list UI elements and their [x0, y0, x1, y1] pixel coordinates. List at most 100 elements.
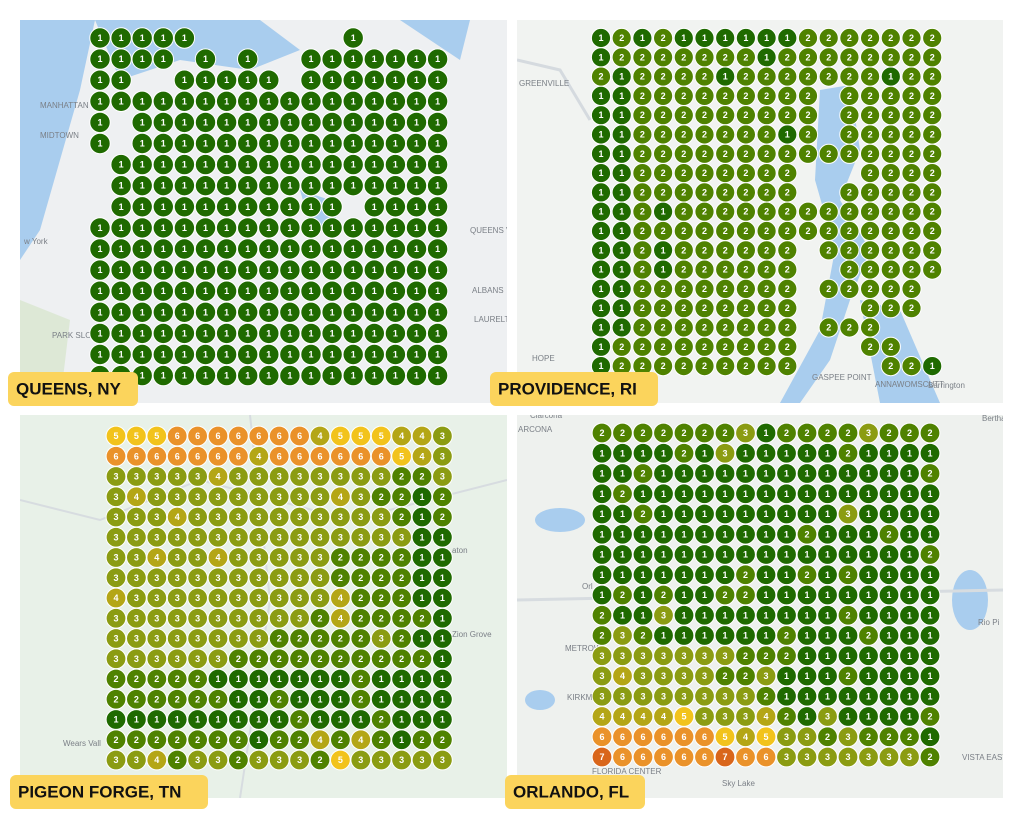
rank-number: 2 — [907, 428, 912, 438]
rank-dot — [363, 217, 385, 239]
rank-number: 1 — [419, 492, 424, 502]
rank-number: 2 — [909, 187, 914, 197]
map-label: Bertha — [982, 414, 1006, 423]
rank-number: 1 — [97, 286, 102, 296]
rank-number: 2 — [804, 428, 809, 438]
rank-number: 1 — [351, 33, 356, 43]
rank-number: 1 — [598, 110, 603, 120]
rank-dot — [405, 343, 428, 366]
rank-number: 1 — [161, 223, 166, 233]
rank-number: 1 — [435, 117, 440, 127]
rank-number: 1 — [598, 361, 603, 371]
rank-number: 1 — [804, 509, 809, 519]
rank-number: 1 — [287, 117, 292, 127]
rank-dot — [89, 69, 111, 91]
rank-dot — [405, 111, 428, 134]
rank-number: 1 — [161, 265, 166, 275]
rank-number: 3 — [175, 532, 180, 542]
rank-number: 2 — [930, 265, 935, 275]
rank-number: 2 — [764, 130, 769, 140]
rank-dot — [173, 153, 196, 176]
rank-number: 2 — [868, 245, 873, 255]
rank-number: 1 — [119, 265, 124, 275]
rank-number: 1 — [224, 139, 229, 149]
rank-dot — [300, 322, 322, 345]
rank-dot — [173, 217, 196, 239]
rank-number: 1 — [140, 202, 145, 212]
rank-number: 1 — [393, 265, 398, 275]
rank-number: 3 — [297, 613, 302, 623]
rank-number: 2 — [681, 168, 686, 178]
rank-number: 6 — [743, 752, 748, 762]
rank-number: 2 — [419, 735, 424, 745]
rank-dot — [426, 238, 449, 260]
rank-dot — [131, 280, 153, 302]
rank-number: 1 — [287, 96, 292, 106]
location-label: PROVIDENCE, RI — [498, 380, 637, 399]
rank-number: 3 — [722, 712, 727, 722]
rank-number: 2 — [826, 284, 831, 294]
rank-number: 1 — [338, 694, 343, 704]
rank-number: 1 — [351, 350, 356, 360]
rank-dot — [215, 343, 238, 366]
rank-dot — [166, 749, 188, 771]
rank-number: 4 — [215, 472, 220, 482]
rank-number: 1 — [351, 75, 356, 85]
rank-dot — [152, 48, 175, 70]
rank-number: 1 — [598, 342, 603, 352]
rank-number: 2 — [297, 654, 302, 664]
rank-number: 2 — [358, 613, 363, 623]
rank-number: 1 — [845, 691, 850, 701]
rank-number: 1 — [414, 371, 419, 381]
rank-number: 1 — [435, 265, 440, 275]
map-label: GREENVILLE — [519, 79, 569, 88]
rank-number: 3 — [722, 448, 727, 458]
rank-number: 1 — [681, 550, 686, 560]
rank-number: 1 — [393, 139, 398, 149]
rank-number: 2 — [640, 428, 645, 438]
rank-number: 1 — [203, 244, 208, 254]
rank-number: 1 — [351, 265, 356, 275]
rank-dot — [612, 746, 633, 768]
rank-dot — [321, 48, 343, 70]
rank-number: 2 — [399, 472, 404, 482]
rank-number: 3 — [338, 512, 343, 522]
rank-number: 2 — [702, 207, 707, 217]
rank-number: 1 — [161, 350, 166, 360]
rank-number: 2 — [338, 553, 343, 563]
rank-number: 2 — [743, 207, 748, 217]
rank-dot — [342, 132, 364, 155]
rank-number: 1 — [224, 286, 229, 296]
rank-number: 1 — [203, 328, 208, 338]
rank-number: 1 — [743, 509, 748, 519]
rank-number: 3 — [358, 472, 363, 482]
rank-number: 2 — [764, 265, 769, 275]
rank-dot — [194, 90, 217, 113]
rank-number: 3 — [134, 634, 139, 644]
rank-number: 3 — [845, 732, 850, 742]
rank-number: 1 — [661, 265, 666, 275]
rank-number: 2 — [640, 168, 645, 178]
rank-number: 1 — [619, 72, 624, 82]
rank-number: 2 — [888, 265, 893, 275]
rank-grid: MANHATTAN MIDTOWN PARK SLOPE w York QUEENS V… — [23, 27, 507, 387]
rank-number: 2 — [681, 149, 686, 159]
rank-number: 1 — [372, 139, 377, 149]
rank-number: 1 — [825, 610, 830, 620]
rank-number: 6 — [661, 752, 666, 762]
rank-number: 3 — [804, 732, 809, 742]
rank-number: 1 — [804, 712, 809, 722]
rank-dot — [653, 746, 674, 768]
rank-number: 6 — [681, 752, 686, 762]
rank-number: 3 — [681, 671, 686, 681]
rank-number: 1 — [620, 529, 625, 539]
rank-number: 3 — [358, 532, 363, 542]
rank-number: 2 — [681, 91, 686, 101]
rank-dot — [146, 749, 168, 771]
rank-number: 1 — [287, 244, 292, 254]
rank-dot — [426, 280, 449, 302]
rank-number: 1 — [599, 448, 604, 458]
rank-number: 3 — [297, 553, 302, 563]
rank-number: 1 — [97, 350, 102, 360]
rank-dot — [880, 298, 901, 319]
